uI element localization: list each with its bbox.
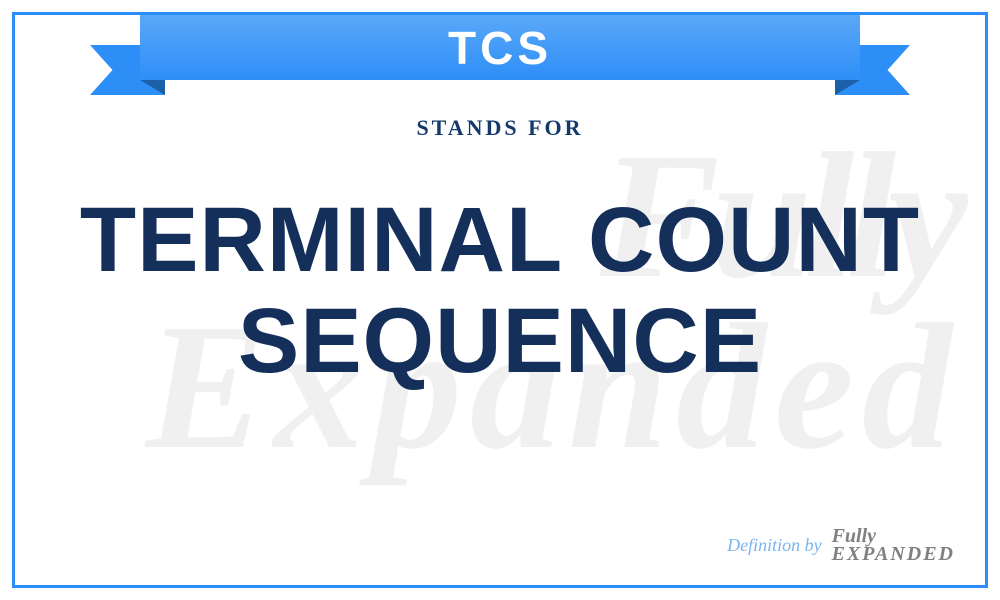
attribution-logo: Fully EXPANDED — [832, 527, 955, 563]
attribution-label: Definition by — [727, 535, 821, 556]
stands-for-label: STANDS FOR — [416, 115, 583, 141]
ribbon-main: TCS — [140, 15, 860, 80]
content-frame: TCS STANDS FOR TERMINAL COUNT SEQUENCE D… — [12, 12, 988, 588]
acronym-text: TCS — [448, 21, 552, 75]
ribbon-banner: TCS — [90, 15, 910, 100]
definition-text: TERMINAL COUNT SEQUENCE — [75, 190, 925, 392]
attribution-logo-line2: EXPANDED — [832, 545, 955, 563]
attribution: Definition by Fully EXPANDED — [727, 527, 955, 563]
